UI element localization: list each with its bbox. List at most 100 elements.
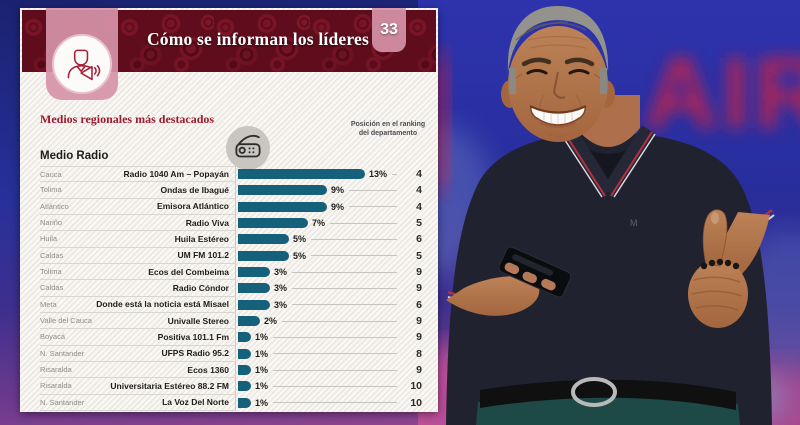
row-connector-line: [311, 238, 397, 240]
table-row: Nariño Radio Viva 7% 5: [40, 214, 422, 232]
row-ranking: 10: [410, 380, 422, 393]
finger-curls: [691, 276, 743, 311]
row-value: 13%: [369, 169, 388, 180]
leader-photo: AIR M: [418, 0, 800, 425]
table-row: Meta Donde está la noticia está Misael 3…: [40, 296, 422, 313]
row-bar: [238, 299, 270, 310]
row-station: La Voz Del Norte: [162, 397, 229, 408]
thumb-nail: [711, 212, 719, 224]
row-value: 5%: [293, 250, 307, 261]
row-value: 7%: [312, 218, 326, 229]
shirt-logo: M: [630, 218, 638, 228]
column-header-medio-radio: Medio Radio: [40, 150, 109, 162]
row-department: N. Santander: [40, 348, 85, 358]
row-labels: Tolima Ecos del Combeima: [40, 263, 236, 281]
row-department: Caldas: [40, 250, 64, 260]
finger: [504, 262, 520, 275]
row-chart: 13% 4: [236, 166, 422, 182]
row-connector-line: [273, 336, 397, 338]
collar-flap-right: [602, 125, 654, 196]
row-bar: [238, 185, 327, 196]
row-connector-line: [292, 287, 397, 289]
row-value: 1%: [255, 365, 269, 376]
page-number-badge: 33: [372, 8, 406, 52]
row-connector-line: [311, 255, 397, 257]
collar-trim-red-left: [563, 131, 606, 197]
row-labels: Valle del Cauca Univalle Stereo: [40, 312, 236, 330]
row-station: Ecos 1360: [187, 364, 229, 375]
finger: [522, 271, 537, 284]
crows-feet: [515, 73, 601, 79]
row-connector-line: [273, 402, 397, 404]
row-bar: [238, 348, 251, 359]
row-value: 5%: [293, 234, 307, 245]
thumbs-up-hand: [688, 209, 775, 328]
row-chart: 3% 6: [236, 297, 422, 313]
row-ranking: 8: [416, 347, 422, 360]
thumb: [702, 209, 728, 267]
row-chart: 5% 5: [236, 248, 422, 264]
hair-streak: [515, 21, 569, 41]
row-ranking: 5: [416, 249, 422, 262]
row-connector-line: [392, 173, 397, 175]
row-ranking: 9: [416, 331, 422, 344]
column-header-ranking: Posición en el ranking del departamento: [350, 121, 426, 138]
row-station: UFPS Radio 95.2: [161, 348, 229, 359]
nose: [552, 71, 566, 99]
eyebrow-right: [564, 57, 595, 67]
row-chart: 2% 9: [236, 313, 422, 329]
row-labels: N. Santander La Voz Del Norte: [40, 394, 236, 411]
on-air-sign-text: AIR: [644, 36, 800, 150]
row-department: Huila: [40, 234, 58, 244]
forearm: [446, 276, 540, 316]
row-department: Risaralda: [40, 381, 72, 391]
lower-lip: [539, 122, 577, 128]
row-chart: 1% 9: [236, 362, 422, 378]
row-chart: 7% 5: [236, 215, 422, 231]
row-chart: 3% 9: [236, 280, 422, 296]
row-ranking: 9: [416, 266, 422, 279]
row-ranking: 6: [416, 298, 422, 311]
row-station: Ecos del Combeima: [148, 266, 229, 277]
row-value: 1%: [255, 397, 269, 408]
row-chart: 1% 9: [236, 329, 422, 345]
eye-left: [526, 69, 548, 75]
row-labels: Risaralda Universitaria Estéreo 88.2 FM: [40, 378, 236, 395]
infographic-card: Cómo se informan los líderes 33 Medios r…: [20, 8, 438, 412]
row-connector-line: [330, 222, 397, 224]
forehead-wrinkle: [527, 35, 589, 41]
table-row: Risaralda Ecos 1360 1% 9: [40, 361, 422, 379]
table-row: Risaralda Universitaria Estéreo 88.2 FM …: [40, 378, 422, 395]
row-ranking: 5: [416, 217, 422, 230]
table-row: Boyacá Positiva 101.1 Fm 1% 9: [40, 329, 422, 346]
row-bar: [238, 332, 251, 343]
sideburn-right: [600, 68, 607, 94]
row-bar: [238, 267, 270, 278]
row-labels: Caldas Radio Cóndor: [40, 280, 236, 297]
row-connector-line: [282, 320, 397, 322]
row-value: 1%: [255, 348, 269, 359]
row-ranking: 4: [416, 184, 422, 197]
row-chart: 3% 9: [236, 264, 422, 280]
row-department: Tolima: [40, 267, 62, 277]
teeth: [543, 110, 573, 124]
table-row: Tolima Ecos del Combeima 3% 9: [40, 263, 422, 281]
row-station: Univalle Stereo: [167, 315, 229, 326]
row-value: 3%: [274, 299, 288, 310]
row-station: Positiva 101.1 Fm: [157, 331, 229, 342]
row-connector-line: [273, 369, 397, 371]
row-labels: Caldas UM FM 101.2: [40, 247, 236, 264]
row-station: Universitaria Estéreo 88.2 FM: [110, 380, 229, 391]
table-row: Huila Huila Estéreo 5% 6: [40, 231, 422, 248]
finger: [541, 278, 556, 291]
row-value: 3%: [274, 267, 288, 278]
row-labels: Nariño Radio Viva: [40, 214, 236, 232]
face: [501, 6, 615, 142]
leader-megaphone-icon: [67, 49, 101, 81]
row-ranking: 9: [416, 315, 422, 328]
row-department: Valle del Cauca: [40, 316, 92, 326]
table-row: Cauca Radio 1040 Am – Popayán 13% 4: [40, 166, 422, 183]
chin-crease: [547, 133, 569, 138]
row-labels: Cauca Radio 1040 Am – Popayán: [40, 166, 236, 183]
row-bar: [238, 283, 270, 294]
